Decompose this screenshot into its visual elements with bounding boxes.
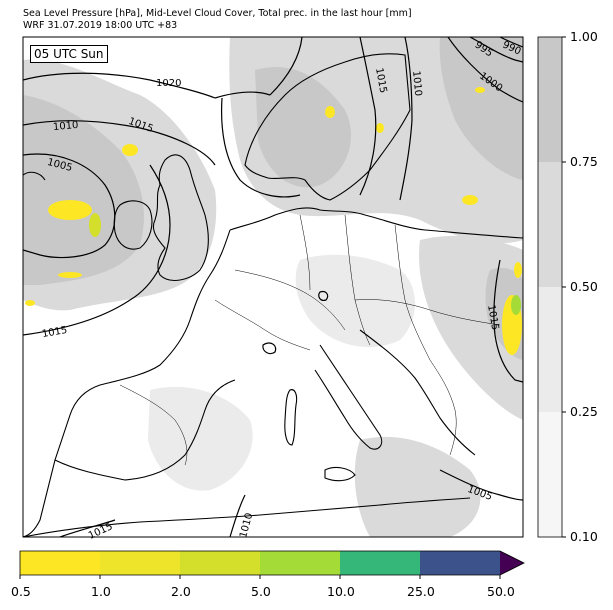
isobar [23, 120, 216, 166]
cloud-area-south-east [354, 436, 481, 537]
isobar [499, 37, 523, 48]
precip-spot [475, 87, 485, 93]
isobar [447, 37, 523, 103]
isobars [23, 37, 523, 537]
coast-great-britain [152, 154, 209, 281]
isobar [59, 519, 116, 537]
cloud-band [538, 37, 562, 162]
precip-spot [462, 195, 478, 205]
isobar [229, 494, 246, 537]
map-title-line-1: Sea Level Pressure [hPa], Mid-Level Clou… [23, 8, 412, 19]
precip-spot [122, 144, 138, 156]
precip-tick-label: 50.0 [487, 584, 515, 599]
isobar [23, 72, 216, 99]
isobar [23, 164, 171, 336]
border [429, 359, 457, 456]
isobar [359, 37, 377, 196]
coast-iceland-west [23, 171, 46, 181]
border [214, 299, 311, 351]
coast-sicily [324, 466, 356, 482]
cloud-tick-label: 0.10 [570, 529, 598, 544]
precip-band [260, 551, 340, 575]
isobar [318, 290, 329, 301]
map-title-line-2: WRF 31.07.2019 18:00 UTC +83 [23, 20, 178, 31]
precip-tick-label: 5.0 [251, 584, 271, 599]
coast-corsica-sardinia [284, 389, 298, 446]
border [394, 224, 431, 361]
coastlines [23, 53, 523, 537]
isobar [221, 97, 301, 198]
cloud-band [538, 287, 562, 412]
precip-band [340, 551, 420, 575]
precip-spot [376, 123, 384, 133]
precip-extend-arrow [500, 551, 524, 575]
cloud-tick-label: 0.25 [570, 404, 598, 419]
precip-colorbar-frame [19, 550, 525, 576]
cloud-band [538, 412, 562, 537]
border [119, 384, 188, 466]
cloud-tick-label: 0.50 [570, 279, 598, 294]
precip-tick-label: 25.0 [407, 584, 435, 599]
map-frame [22, 36, 524, 538]
isobar-label: 1010 [52, 119, 79, 134]
coast-continent [23, 207, 523, 537]
isobar [493, 259, 523, 383]
coast-north-africa [23, 497, 471, 537]
isobar-label: 1010 [410, 70, 424, 97]
country-borders [119, 214, 501, 466]
coast-balkans [359, 329, 476, 456]
isobar-label: 1020 [156, 78, 182, 89]
cloud-area-north-east [439, 37, 523, 180]
precip-tick-label: 0.5 [11, 584, 31, 599]
map-panel [23, 37, 523, 537]
precip-spot [514, 262, 522, 278]
precip-tick-label: 2.0 [171, 584, 191, 599]
border [344, 214, 371, 346]
isobar [399, 37, 413, 201]
cloud-band [538, 162, 562, 287]
precip-tick-label: 1.0 [91, 584, 111, 599]
isobar [469, 37, 523, 63]
precip-spot [511, 295, 521, 315]
valid-time-label: 05 UTC Sun [30, 45, 108, 63]
border [299, 214, 311, 291]
cloud-area-scandinavia-core [255, 66, 351, 188]
cloud-cover-colorbar [537, 36, 566, 538]
cloud-tick-label: 1.00 [570, 29, 598, 44]
precip-tick-label: 10.0 [327, 584, 355, 599]
isobar [439, 469, 523, 501]
cloud-area-atlantic-core [23, 95, 144, 285]
coast-iberia-south [54, 379, 236, 481]
border [234, 269, 346, 331]
coast-italy [314, 344, 383, 450]
isobar [262, 342, 277, 355]
precip-colorbar [19, 550, 525, 579]
coast-scandinavia [244, 53, 411, 201]
isobar [214, 37, 303, 99]
precipitation [25, 87, 522, 355]
isobar [23, 153, 116, 259]
precip-band [20, 551, 100, 575]
border [354, 299, 501, 326]
precip-spot [89, 213, 101, 237]
precip-spot [325, 106, 335, 118]
precip-band [180, 551, 260, 575]
precip-band [100, 551, 180, 575]
precip-band [420, 551, 500, 575]
precip-spot [58, 272, 82, 278]
cloud-tick-label: 0.75 [570, 154, 598, 169]
precip-spot [48, 200, 92, 220]
precip-spot [25, 300, 35, 306]
